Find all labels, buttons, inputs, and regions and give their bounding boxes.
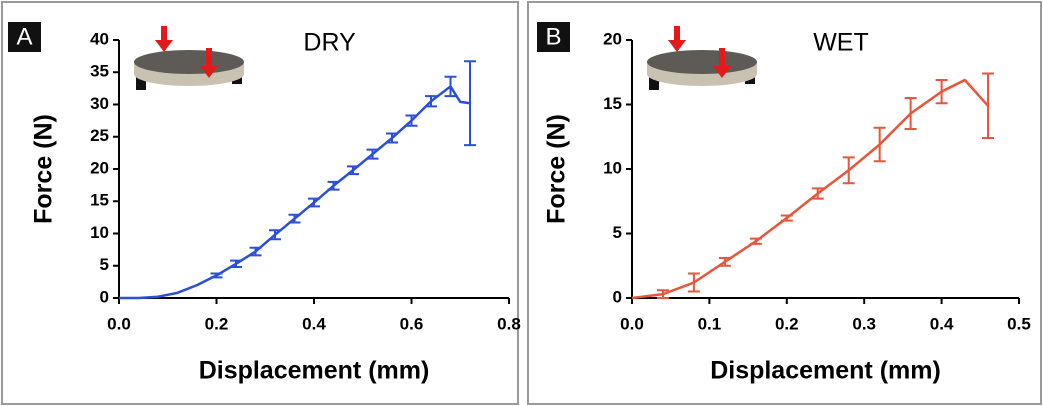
error-bar bbox=[935, 78, 948, 105]
error-bar bbox=[269, 229, 281, 241]
error-bar bbox=[249, 246, 262, 257]
y-axis-label: Force (N) bbox=[30, 114, 58, 224]
y-tick-label: 0 bbox=[613, 287, 622, 306]
y-tick-label: 10 bbox=[90, 223, 109, 242]
x-tick-label: 0.6 bbox=[400, 314, 424, 333]
error-bar bbox=[366, 148, 379, 160]
error-bar bbox=[687, 272, 700, 293]
error-bar bbox=[842, 156, 855, 185]
y-tick-label: 15 bbox=[603, 94, 622, 113]
y-tick-label: 15 bbox=[90, 191, 109, 210]
error-bar bbox=[873, 126, 886, 163]
y-tick-label: 5 bbox=[613, 223, 622, 242]
test-icon bbox=[134, 26, 244, 90]
y-tick-label: 20 bbox=[90, 158, 109, 177]
error-bar bbox=[405, 114, 418, 127]
error-bar bbox=[230, 259, 242, 269]
y-tick-label: 0 bbox=[100, 287, 109, 306]
error-bar bbox=[656, 289, 669, 299]
x-tick-label: 0.8 bbox=[497, 314, 521, 333]
x-tick-label: 0.2 bbox=[205, 314, 229, 333]
error-bar bbox=[347, 165, 359, 176]
error-bar bbox=[386, 132, 398, 144]
x-tick-label: 0.0 bbox=[107, 314, 131, 333]
y-tick-label: 10 bbox=[603, 158, 622, 177]
panel-frame bbox=[1, 1, 519, 405]
y-axis-label: Force (N) bbox=[543, 114, 571, 224]
error-bar bbox=[749, 237, 762, 245]
error-bar bbox=[327, 180, 340, 191]
error-bar bbox=[718, 257, 731, 267]
x-axis-label: Displacement (mm) bbox=[199, 357, 430, 385]
error-bar bbox=[811, 187, 824, 200]
panel-label: B bbox=[545, 23, 561, 50]
data-line bbox=[631, 78, 989, 300]
x-tick-label: 0.3 bbox=[852, 314, 876, 333]
y-tick-label: 35 bbox=[90, 62, 109, 81]
y-tick-label: 25 bbox=[90, 126, 109, 145]
x-tick-label: 0.1 bbox=[698, 314, 722, 333]
x-tick-label: 0.4 bbox=[930, 314, 954, 333]
error-bar bbox=[288, 213, 301, 224]
y-tick-label: 40 bbox=[90, 29, 109, 48]
error-bar bbox=[444, 75, 457, 98]
panel-label-box bbox=[537, 22, 570, 52]
x-tick-label: 0.0 bbox=[620, 314, 644, 333]
chart-title: WET bbox=[813, 29, 869, 57]
error-bar bbox=[982, 72, 995, 140]
panel-label: A bbox=[16, 23, 32, 50]
x-tick-label: 0.4 bbox=[302, 314, 326, 333]
y-tick-label: 20 bbox=[603, 29, 622, 48]
error-bar bbox=[425, 95, 437, 108]
data-line bbox=[119, 85, 471, 300]
panel-label-box bbox=[8, 22, 41, 52]
error-bar bbox=[464, 60, 476, 147]
chart-title: DRY bbox=[303, 29, 356, 57]
panel-frame bbox=[527, 1, 1042, 405]
y-tick-label: 30 bbox=[90, 94, 109, 113]
y-tick-label: 5 bbox=[100, 255, 109, 274]
x-tick-label: 0.5 bbox=[1007, 314, 1031, 333]
error-bar bbox=[904, 97, 917, 131]
error-bar bbox=[780, 214, 793, 222]
x-axis-label: Displacement (mm) bbox=[710, 357, 941, 385]
error-bar bbox=[308, 197, 320, 208]
error-bar bbox=[210, 272, 223, 279]
test-icon bbox=[647, 26, 757, 90]
x-tick-label: 0.2 bbox=[775, 314, 799, 333]
